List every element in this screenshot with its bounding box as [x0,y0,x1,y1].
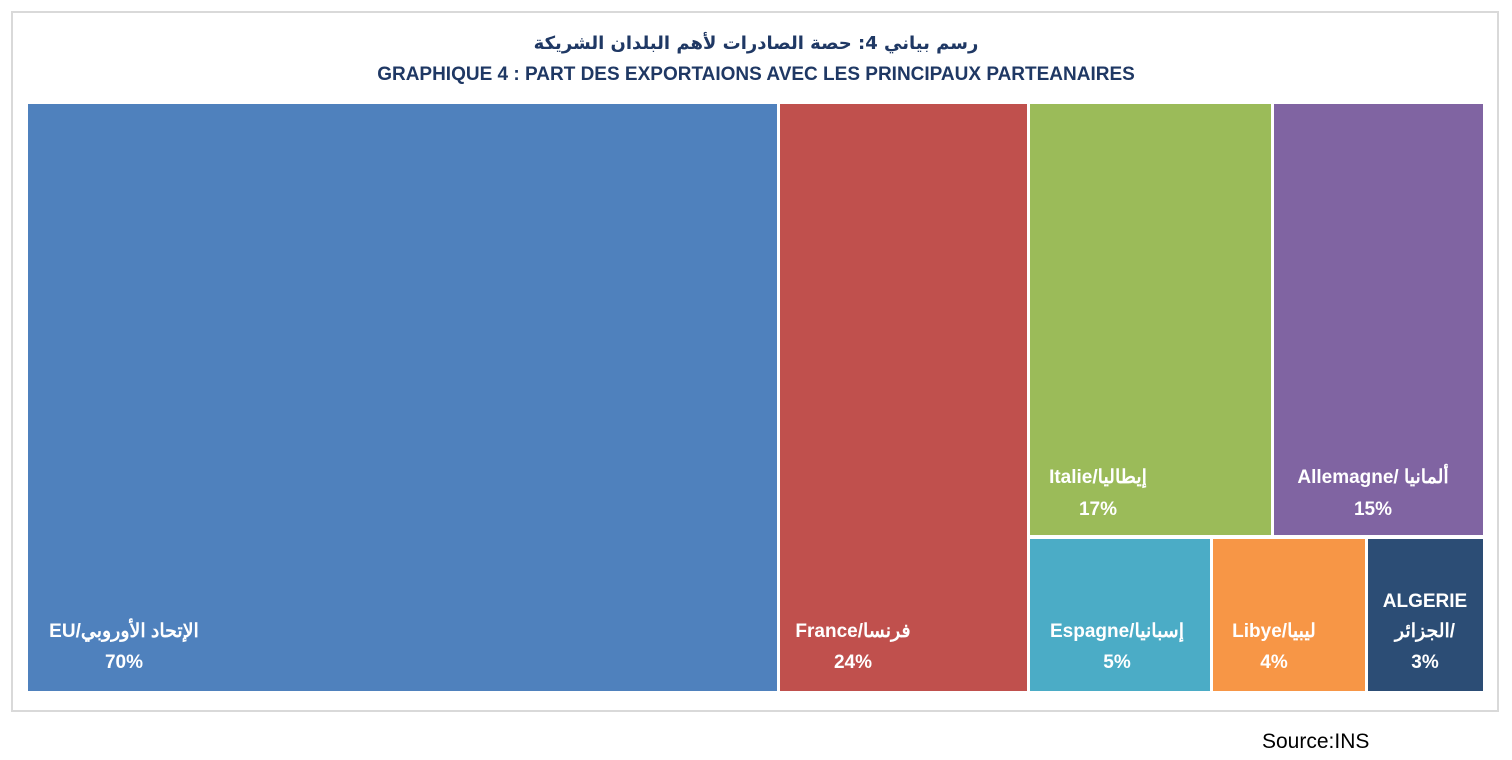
tile-label-algerie: ALGERIE [1383,591,1467,612]
tile-label2-algerie: الجزائر/ [1393,621,1456,642]
tile-label-libye: Libye/ليبيا [1232,621,1316,642]
tile-label-allemagne: Allemagne/ ألمانيا [1297,463,1448,488]
treemap-tile-allemagne [1274,104,1483,535]
treemap-tile-eu [28,104,777,691]
chart-title-french: GRAPHIQUE 4 : PART DES EXPORTAIONS AVEC … [377,64,1135,85]
treemap-tile-espagne [1030,539,1210,691]
tile-label-eu: EU/الإتحاد الأوروبي [49,618,199,643]
treemap-tile-italie [1030,104,1271,535]
treemap-tile-algerie [1368,539,1483,691]
chart-frame [11,11,1499,712]
tile-value-espagne: 5% [1103,652,1131,673]
tile-label-italie: Italie/إيطاليا [1049,467,1147,489]
tile-value-eu: 70% [105,652,143,673]
tile-value-allemagne: 15% [1354,499,1392,520]
source-note: Source:INS [1262,730,1370,753]
treemap-tile-libye [1213,539,1365,691]
tile-value-libye: 4% [1260,652,1288,673]
chart-title-arabic: رسم بياني 4: حصة الصادرات لأهم البلدان ا… [533,33,979,54]
tile-value-algerie: 3% [1411,652,1439,673]
tile-label-france: France/فرنسا [795,621,910,642]
treemap-tile-france [780,104,1027,691]
tile-value-france: 24% [834,652,872,673]
tile-value-italie: 17% [1079,499,1117,520]
tile-label-espagne: Espagne/إسبانيا [1050,621,1184,643]
